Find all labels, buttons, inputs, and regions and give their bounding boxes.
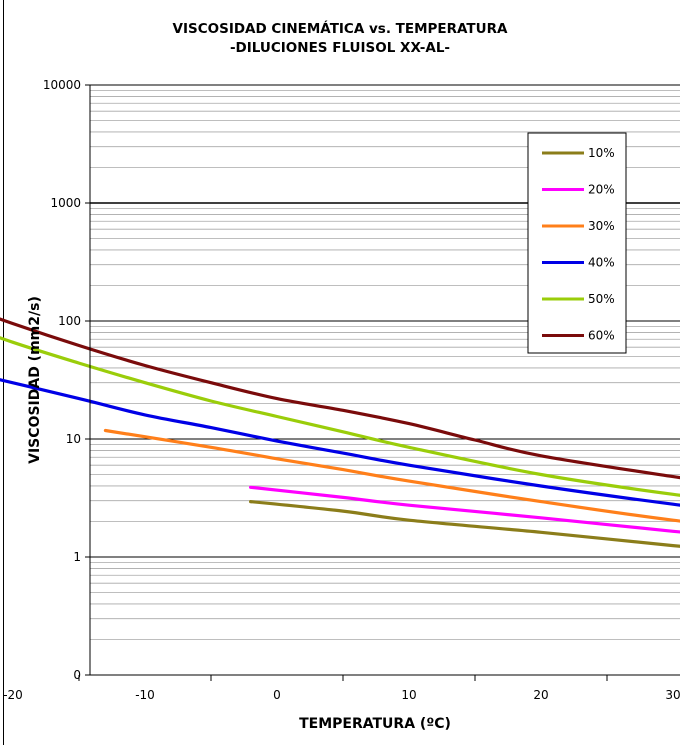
x-tick-label: 20 (533, 688, 548, 702)
legend-entry: 10% (588, 146, 615, 160)
legend-entry: 20% (588, 183, 615, 197)
x-tick-label: 10 (401, 688, 416, 702)
y-tick-label: 1000 (50, 196, 81, 210)
x-tick-label: -10 (135, 688, 155, 702)
x-tick-label: 0 (273, 688, 281, 702)
series-line-30pct (103, 428, 680, 523)
series-line-60pct (0, 317, 680, 480)
y-tick-label: 10000 (43, 78, 81, 92)
series-line-50pct (0, 336, 680, 497)
y-tick-label: 10 (66, 432, 81, 446)
legend-entry: 50% (588, 292, 615, 306)
x-tick-label: 30 (665, 688, 680, 702)
series-line-10pct (249, 500, 680, 548)
series-line-20pct (249, 485, 680, 534)
legend: 10% 20% 30% 40% 50% 60% (527, 132, 627, 354)
y-tick-label: 0 (73, 668, 81, 682)
legend-entry: 60% (588, 329, 615, 343)
y-tick-label: 100 (58, 314, 81, 328)
series-line-40pct (0, 378, 680, 507)
y-axis-label: VISCOSIDAD (mm2/s) (27, 296, 43, 464)
chart-subtitle: -DILUCIONES FLUISOL XX-AL- (229, 40, 451, 56)
y-tick-label: 1 (73, 550, 81, 564)
series-layer (0, 317, 680, 548)
left-border-line (3, 0, 4, 745)
x-axis-label: TEMPERATURA (ºC) (299, 716, 451, 732)
chart-title: VISCOSIDAD CINEMÁTICA vs. TEMPERATURA (172, 21, 508, 37)
x-tick-label: -20 (3, 688, 23, 702)
axes: 0110100100010000-40-30-20-10010203040506… (3, 78, 680, 702)
legend-box (527, 132, 627, 354)
legend-entry: 40% (588, 256, 615, 270)
legend-entry: 30% (588, 219, 615, 233)
